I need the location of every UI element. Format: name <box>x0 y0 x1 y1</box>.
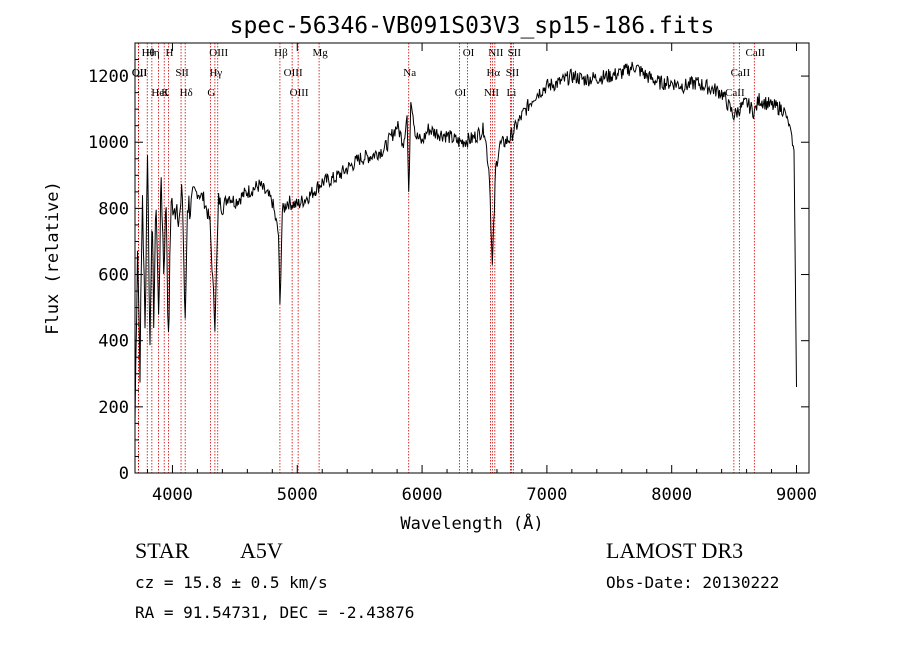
marker-label: CaII <box>725 87 745 99</box>
marker-label: SII <box>508 47 522 59</box>
x-tick-label: 4000 <box>152 485 193 505</box>
marker-label: Hα <box>486 67 500 79</box>
object-class: STAR <box>135 538 190 563</box>
marker-label: Mg <box>312 47 328 59</box>
y-axis-ticks: 0 200 400 600 800 1000 1200 <box>88 59 809 484</box>
obs-date: Obs-Date: 20130222 <box>606 573 780 592</box>
chart-title: spec-56346-VB091S03V3_sp15-186.fits <box>230 13 715 39</box>
marker-label: CaII <box>731 67 751 79</box>
marker-label: OIII <box>284 67 303 79</box>
spectrum-line <box>134 61 797 424</box>
marker-label: Hη <box>146 47 160 59</box>
marker-label: HeI <box>151 87 168 99</box>
x-axis-ticks: 4000 5000 6000 7000 8000 9000 <box>146 43 817 505</box>
x-tick-label: 7000 <box>526 485 567 505</box>
survey-name: LAMOST DR3 <box>606 538 744 563</box>
x-tick-label: 5000 <box>277 485 318 505</box>
marker-label: SII <box>506 67 520 79</box>
marker-label: OIII <box>209 47 228 59</box>
y-axis-label: Flux (relative) <box>43 181 63 335</box>
marker-label: CaII <box>746 47 766 59</box>
marker-label: Hβ <box>274 47 288 59</box>
x-axis-label: Wavelength (Å) <box>400 512 543 534</box>
marker-label: NII <box>484 87 500 99</box>
marker-label: K <box>161 87 169 99</box>
y-tick-label: 400 <box>98 332 129 352</box>
marker-label: Na <box>403 67 416 79</box>
emission-line-markers <box>137 43 755 473</box>
redshift-cz: cz = 15.8 ± 0.5 km/s <box>135 573 328 592</box>
x-tick-label: 8000 <box>651 485 692 505</box>
marker-label: Hδ <box>180 87 193 99</box>
marker-label: OIII <box>290 87 309 99</box>
marker-label: Hθ <box>142 47 155 59</box>
marker-label: Li <box>507 87 517 99</box>
marker-label: OI <box>463 47 475 59</box>
marker-label: H <box>165 47 173 59</box>
x-tick-label: 6000 <box>402 485 443 505</box>
y-tick-label: 800 <box>98 199 129 219</box>
emission-line-labels: HθOIIHeIHηOIIKHSIIHδOIIIHγGHβOIIIOIIIMgN… <box>132 47 766 99</box>
subclass: A5V <box>240 538 283 563</box>
y-tick-label: 200 <box>98 398 129 418</box>
marker-label: NII <box>488 47 504 59</box>
marker-label: Hγ <box>209 67 222 79</box>
y-tick-label: 600 <box>98 266 129 286</box>
y-tick-label: 1000 <box>88 133 129 153</box>
y-tick-label: 0 <box>119 464 129 484</box>
marker-label: OI <box>455 87 467 99</box>
coordinates: RA = 91.54731, DEC = -2.43876 <box>135 603 415 622</box>
x-tick-label: 9000 <box>776 485 817 505</box>
marker-label: SII <box>175 67 189 79</box>
y-tick-label: 1200 <box>88 67 129 87</box>
plot-frame <box>134 42 810 474</box>
marker-label: G <box>207 87 215 99</box>
marker-label: OII <box>132 67 148 79</box>
